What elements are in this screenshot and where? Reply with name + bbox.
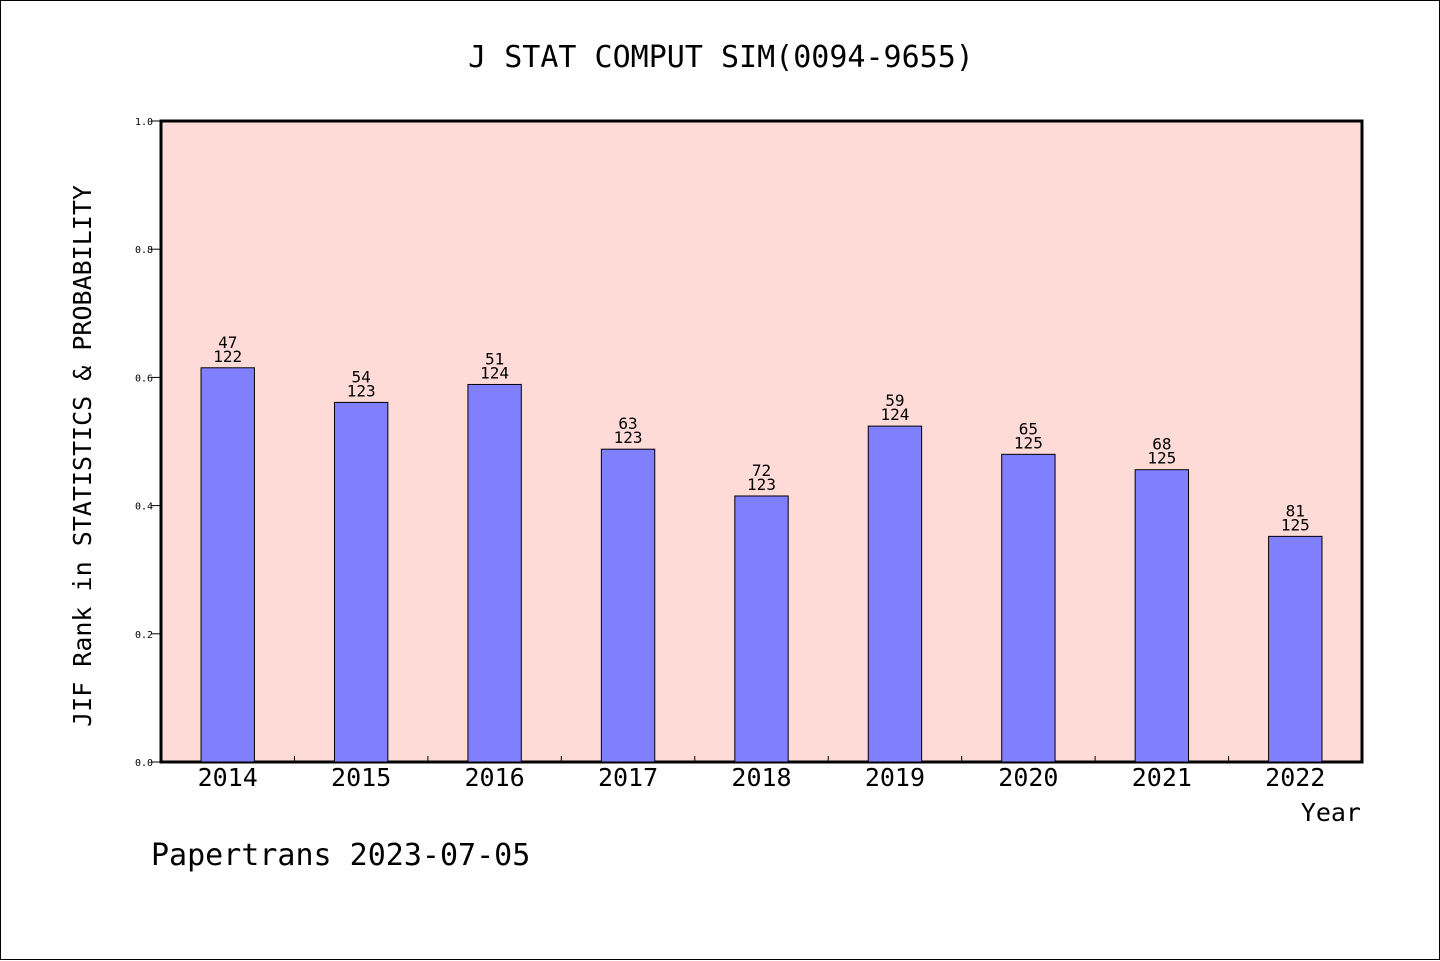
- bar-total-label: 125: [1281, 515, 1310, 534]
- bar-rank-label: 54: [352, 367, 371, 386]
- bar-total-label: 123: [347, 381, 376, 400]
- y-tick-label: 0.8: [135, 245, 153, 256]
- bar-2022: [1268, 535, 1323, 763]
- x-tick-label: 2017: [598, 763, 658, 792]
- bar-2015: [333, 401, 389, 763]
- x-tick-label: 2019: [865, 763, 925, 792]
- y-tick-label: 0.2: [135, 630, 153, 641]
- bar-2016: [467, 383, 522, 763]
- x-tick-label: 2015: [331, 763, 391, 792]
- bar-total-label: 124: [480, 363, 509, 382]
- chart-title: J STAT COMPUT SIM(0094-9655): [468, 40, 974, 75]
- x-tick-label: 2020: [998, 763, 1058, 792]
- bar-total-label: 125: [1147, 449, 1176, 468]
- y-tick-label: 1.0: [135, 117, 153, 128]
- bar-total-label: 125: [1014, 433, 1043, 452]
- bar-rank-label: 47: [218, 333, 237, 352]
- y-tick-label: 0.0: [135, 758, 153, 769]
- bar-2017: [600, 448, 656, 763]
- bar-rank-label: 68: [1152, 435, 1171, 454]
- bar-total-label: 122: [213, 347, 242, 366]
- bar-2020: [1001, 453, 1056, 763]
- bar-total-label: 124: [880, 405, 909, 424]
- x-axis-label: Year: [1301, 798, 1361, 827]
- x-tick-label: 2021: [1132, 763, 1192, 792]
- y-tick-label: 0.6: [135, 373, 153, 384]
- footer-credit: Papertrans 2023-07-05: [151, 838, 530, 873]
- bar-rank-label: 81: [1286, 501, 1305, 520]
- x-tick-label: 2016: [465, 763, 525, 792]
- x-tick-label: 2018: [731, 763, 791, 792]
- x-axis: 2014 2015 2016 2017 2018 2019 2020 2021 2022: [198, 756, 1325, 792]
- bar-2014: [200, 367, 255, 763]
- y-axis-label: JIF Rank in STATISTICS & PROBABILITY: [68, 185, 97, 727]
- bar-total-label: 123: [747, 475, 776, 494]
- bar-rank-label: 59: [885, 391, 904, 410]
- bar-2021: [1134, 469, 1190, 763]
- bar-rank-label: 63: [618, 414, 637, 433]
- bar-2018: [734, 495, 789, 763]
- y-tick-label: 0.4: [135, 502, 153, 513]
- bar-2019: [867, 425, 923, 763]
- bar-total-label: 123: [614, 428, 643, 447]
- bar-rank-label: 72: [752, 461, 771, 480]
- bar-rank-label: 65: [1019, 419, 1038, 438]
- y-axis: 0.0 0.2 0.4 0.6 0.8 1.0: [135, 117, 161, 769]
- bar-rank-label: 51: [485, 349, 504, 368]
- x-tick-label: 2022: [1265, 763, 1325, 792]
- x-tick-label: 2014: [198, 763, 258, 792]
